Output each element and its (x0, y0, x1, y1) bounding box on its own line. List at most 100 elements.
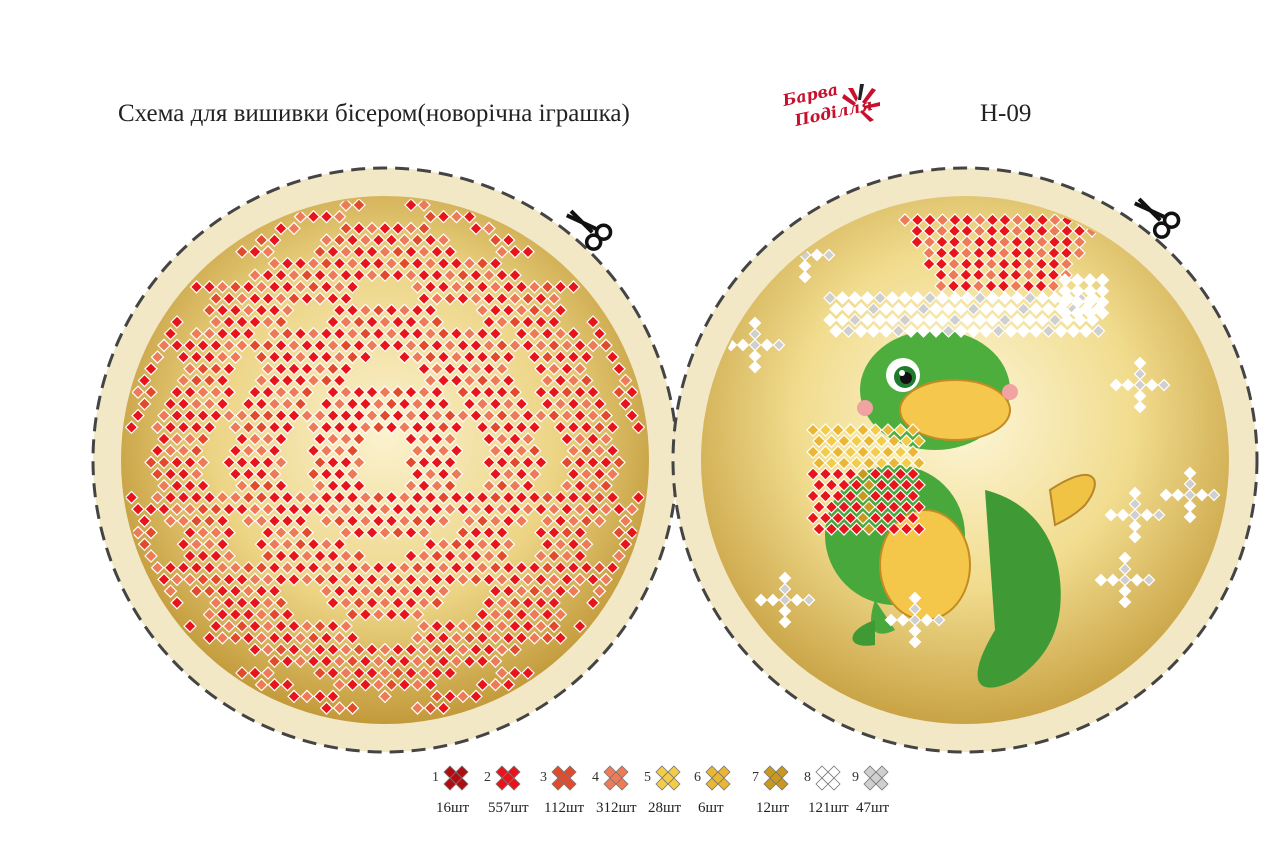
bead (176, 420, 191, 435)
bead (592, 443, 607, 458)
bead (605, 350, 620, 364)
bead (326, 291, 340, 306)
bead (547, 291, 561, 306)
bead (475, 607, 490, 622)
bead (456, 619, 470, 634)
bead (254, 677, 269, 692)
bead (274, 361, 288, 376)
bead (547, 595, 561, 610)
bead (475, 397, 490, 411)
bead (378, 525, 392, 540)
bead (806, 467, 820, 481)
bead (326, 689, 340, 704)
bead (209, 385, 223, 400)
bead (579, 560, 594, 575)
bead (248, 385, 262, 400)
bead (267, 631, 282, 645)
bead (358, 490, 373, 505)
bead (1048, 291, 1062, 305)
bead (189, 397, 204, 411)
bead (514, 420, 529, 435)
bead (824, 500, 839, 514)
bead (209, 338, 223, 353)
bead (449, 490, 464, 505)
bead (124, 490, 139, 505)
bead (267, 420, 282, 435)
bead (456, 338, 470, 353)
bead (365, 525, 379, 540)
bead (430, 549, 444, 563)
bead (579, 443, 594, 458)
bead (482, 291, 496, 306)
bead (241, 420, 256, 435)
bead (586, 432, 600, 446)
bead (423, 233, 438, 247)
bead (410, 490, 425, 505)
bead (508, 455, 522, 470)
bead (189, 373, 204, 388)
bead (391, 221, 405, 236)
bead (1004, 302, 1018, 316)
bead (339, 549, 353, 563)
bead (837, 456, 851, 470)
bead (579, 514, 594, 528)
bead (534, 315, 548, 329)
bead (280, 514, 295, 528)
bead (553, 490, 568, 505)
bead (843, 489, 858, 503)
bead (144, 502, 158, 517)
bead (345, 584, 360, 598)
bead (831, 445, 845, 459)
bead (843, 445, 858, 459)
bead (612, 549, 626, 563)
bead (339, 525, 353, 540)
bead (948, 313, 962, 327)
bead (462, 654, 477, 669)
bead (313, 291, 327, 306)
bead (209, 291, 223, 306)
bead (300, 338, 314, 353)
bead (222, 385, 236, 400)
cut-line (671, 166, 1259, 754)
bead (248, 315, 262, 329)
bead (319, 209, 334, 224)
bead (397, 420, 412, 435)
bead (1118, 562, 1132, 576)
bead (1109, 378, 1123, 392)
bead (960, 313, 975, 327)
bead (831, 423, 845, 437)
bead (228, 350, 243, 364)
bead (430, 502, 444, 517)
bead (235, 572, 249, 587)
bead (430, 338, 444, 353)
bead (417, 361, 431, 376)
bead (501, 631, 516, 645)
bead (843, 467, 858, 481)
bead (124, 420, 139, 435)
bead (157, 338, 171, 353)
bead (319, 350, 334, 364)
bead (235, 619, 249, 634)
bead (514, 397, 529, 411)
bead (248, 642, 262, 657)
bead (248, 244, 262, 259)
bead (391, 408, 405, 423)
bead (215, 373, 230, 388)
bead (300, 619, 314, 634)
bead (209, 502, 223, 517)
bead (358, 420, 373, 435)
bead (306, 420, 321, 435)
bead (456, 549, 470, 563)
bead (235, 666, 249, 680)
bead (837, 500, 851, 514)
bead (547, 361, 561, 376)
bead (553, 560, 568, 575)
bead (397, 397, 412, 411)
bead (898, 291, 912, 305)
bead (339, 315, 353, 329)
bead (501, 677, 516, 692)
bead (235, 502, 249, 517)
bead (391, 666, 405, 680)
bead (170, 572, 184, 587)
bead (391, 595, 405, 610)
